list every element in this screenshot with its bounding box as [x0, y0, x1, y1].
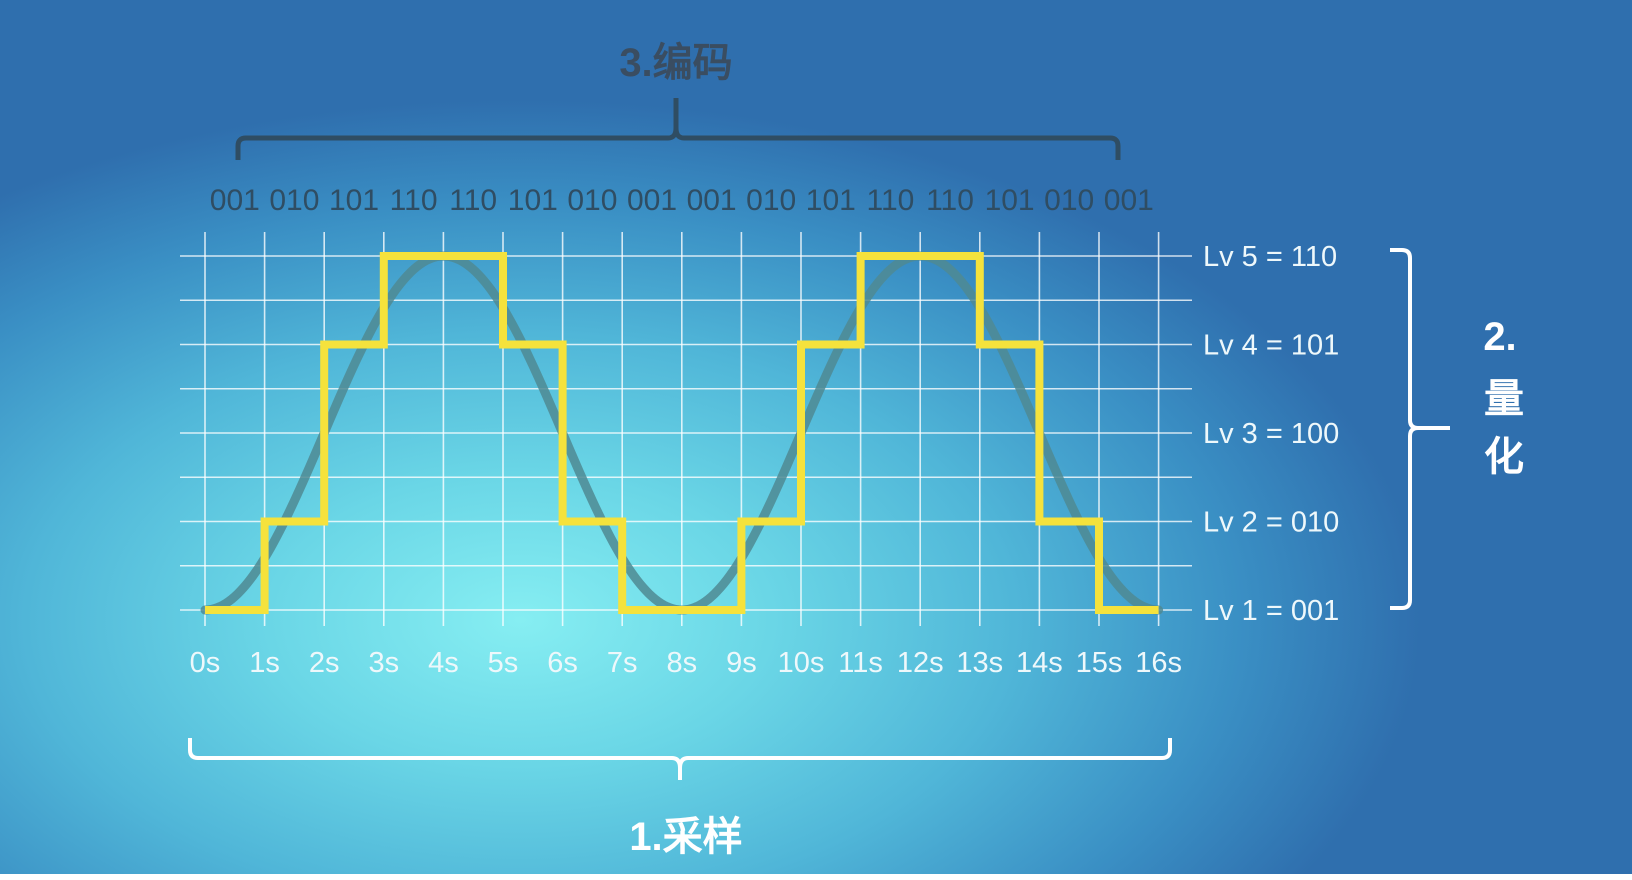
level-labels: Lv 5 = 110 Lv 4 = 101 Lv 3 = 100 Lv 2 = 010… [1203, 241, 1339, 627]
quantization-brace [1390, 248, 1450, 610]
code-label: 010 [1044, 184, 1094, 217]
code-label: 110 [449, 184, 497, 217]
quantization-number: 2. [1483, 315, 1516, 359]
code-label: 101 [329, 184, 379, 217]
time-tick-label: 1s [249, 647, 280, 679]
code-label: 001 [687, 184, 737, 217]
quantization-char-1: 量 [1484, 377, 1524, 421]
quantized-step-line [205, 252, 1159, 614]
time-tick-label: 7s [607, 647, 638, 679]
code-label: 001 [1104, 184, 1154, 217]
level-label: Lv 4 = 101 [1203, 330, 1339, 362]
code-label: 101 [985, 184, 1035, 217]
code-label: 110 [866, 184, 914, 217]
time-tick-label: 12s [897, 647, 944, 679]
time-tick-label: 5s [488, 647, 519, 679]
time-tick-label: 6s [547, 647, 578, 679]
code-label: 101 [806, 184, 856, 217]
time-axis-ticks: 0s 1s 2s 3s 4s 5s 6s 7s 8s 9s 10s 11s 12s 13s 14s 15s 16… [190, 647, 1182, 679]
level-label: Lv 2 = 010 [1203, 507, 1339, 539]
code-label: 010 [746, 184, 796, 217]
time-tick-label: 0s [190, 647, 221, 679]
quantization-char-2: 化 [1484, 435, 1524, 479]
time-tick-label: 15s [1076, 647, 1123, 679]
time-tick-label: 9s [726, 647, 757, 679]
time-tick-label: 2s [309, 647, 340, 679]
code-label: 110 [390, 184, 438, 217]
time-tick-label: 8s [666, 647, 697, 679]
code-label: 010 [269, 184, 319, 217]
encoding-brace [235, 98, 1121, 160]
level-label: Lv 1 = 001 [1203, 595, 1339, 627]
level-label: Lv 3 = 100 [1203, 418, 1339, 450]
time-tick-label: 10s [778, 647, 825, 679]
code-label: 110 [926, 184, 974, 217]
encoding-title: 3.编码 [619, 41, 732, 85]
sampling-title: 1.采样 [629, 815, 742, 859]
code-label: 010 [567, 184, 617, 217]
time-tick-label: 11s [838, 647, 883, 679]
time-tick-label: 16s [1135, 647, 1182, 679]
time-tick-label: 13s [956, 647, 1003, 679]
sampling-brace [188, 738, 1172, 780]
time-tick-label: 14s [1016, 647, 1063, 679]
time-tick-label: 3s [368, 647, 399, 679]
time-tick-label: 4s [428, 647, 459, 679]
level-label: Lv 5 = 110 [1203, 241, 1337, 273]
code-label: 101 [508, 184, 558, 217]
code-label: 001 [627, 184, 677, 217]
code-label: 001 [210, 184, 260, 217]
code-row: 001 010 101 110 110 101 010 001 001 010 101 110 110 1… [210, 184, 1154, 217]
